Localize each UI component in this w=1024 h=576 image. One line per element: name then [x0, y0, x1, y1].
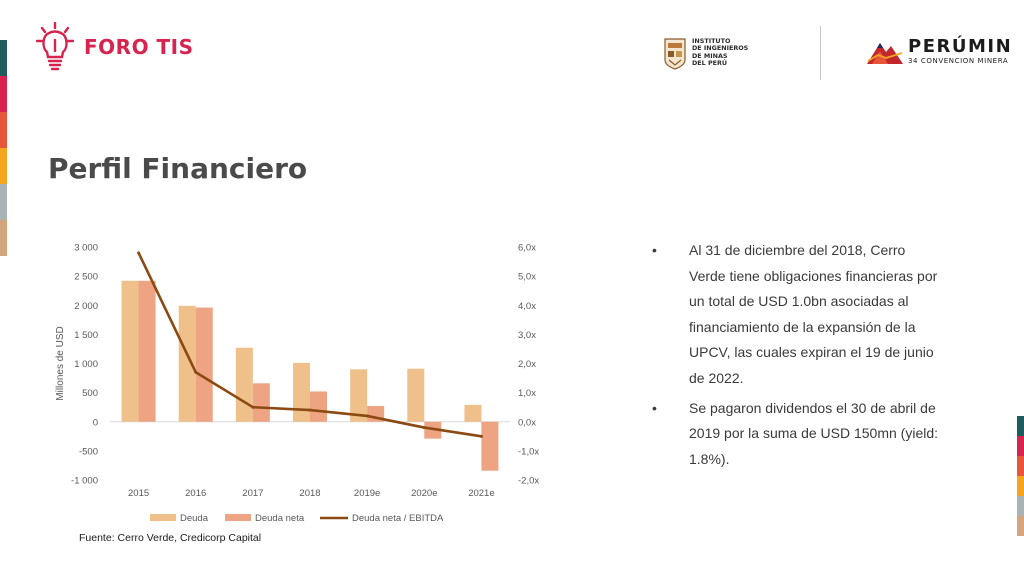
y2-tick-label: -2,0x	[518, 476, 539, 487]
bar-deuda-neta	[424, 421, 442, 439]
y2-tick-label: -1,0x	[518, 446, 539, 457]
line-point	[251, 405, 255, 409]
x-tick-label: 2016	[185, 488, 206, 499]
stripe-segment	[0, 112, 7, 148]
perumin-logo: PERÚMIN 34 CONVENCION MINERA	[866, 38, 1012, 65]
y-tick-label: -500	[79, 446, 98, 457]
legend-label-deuda-neta: Deuda neta	[255, 513, 305, 524]
bar-deuda-neta	[138, 280, 156, 422]
bar-deuda	[235, 347, 253, 422]
brand-name: FORO TIS	[84, 35, 194, 59]
bar-deuda	[178, 305, 196, 422]
x-tick-label: 2015	[128, 488, 149, 499]
x-tick-label: 2020e	[411, 488, 437, 499]
stripe-segment	[0, 40, 7, 76]
bar-deuda	[293, 362, 310, 422]
iim-crest-icon	[664, 38, 686, 70]
stripe-segment	[1017, 476, 1024, 496]
bar-deuda-neta	[481, 421, 499, 471]
iim-name-line: DEL PERÚ	[692, 59, 728, 68]
stripe-segment	[0, 148, 7, 184]
iim-logo: INSTITUTO DE INGENIEROS DE MINAS DEL PERÚ	[664, 37, 749, 70]
iim-name-line: INSTITUTO	[692, 37, 731, 45]
x-tick-label: 2021e	[468, 488, 494, 499]
y-tick-label: 0	[93, 417, 98, 428]
legend-label-deuda: Deuda	[180, 513, 209, 524]
iim-name: INSTITUTO DE INGENIEROS DE MINAS DEL PERÚ	[692, 37, 749, 68]
stripe-segment	[1017, 416, 1024, 436]
y2-tick-label: 2,0x	[518, 359, 536, 370]
bullet-dot: •	[652, 242, 657, 258]
y2-tick-label: 1,0x	[518, 388, 536, 399]
x-tick-label: 2019e	[354, 488, 380, 499]
mountain-icon	[867, 42, 903, 64]
x-tick-label: 2017	[242, 488, 263, 499]
bar-deuda-neta	[195, 307, 213, 422]
stripe-segment	[1017, 496, 1024, 516]
bullet-item: • Al 31 de diciembre del 2018, Cerro Verd…	[652, 238, 942, 392]
bar-deuda	[464, 404, 482, 422]
legend-swatch-deuda-neta	[225, 514, 251, 521]
line-point	[194, 370, 198, 374]
y-tick-label: 3 000	[74, 243, 98, 254]
bar-deuda	[121, 280, 139, 422]
line-point	[365, 414, 369, 418]
bullet-item: • Se pagaron dividendos el 30 de abril de…	[652, 396, 942, 473]
bar-deuda-neta	[252, 383, 270, 422]
bar-deuda-neta	[310, 391, 327, 422]
stripe-segment	[0, 76, 7, 112]
bullet-list: • Al 31 de diciembre del 2018, Cerro Verd…	[652, 238, 942, 476]
bullet-dot: •	[652, 399, 657, 416]
y2-tick-label: 4,0x	[518, 301, 536, 312]
y-tick-label: 500	[82, 388, 98, 399]
financial-chart: 3 000 2 500 2 000 1 500 1 000 500 0 -500 -1 000 6…	[55, 243, 539, 525]
y2-tick-label: 3,0x	[518, 330, 536, 341]
stripe-segment	[0, 184, 7, 220]
stripe-segment	[1017, 456, 1024, 476]
y2-tick-label: 6,0x	[518, 243, 536, 254]
logo-divider	[820, 26, 821, 80]
y-tick-label: 2 500	[74, 272, 98, 283]
iim-name-line: DE INGENIEROS	[692, 44, 749, 53]
line-point	[137, 251, 141, 255]
perumin-name: PERÚMIN	[908, 36, 1013, 57]
y-axis-label: Millones de USD	[55, 326, 66, 400]
foro-tis-logo: FORO TIS	[36, 22, 194, 72]
y-tick-label: 1 500	[74, 330, 98, 341]
legend-swatch-deuda	[150, 514, 176, 521]
page-title: Perfil Financiero	[48, 152, 308, 185]
bullet-text: Al 31 de diciembre del 2018, Cerro Verde…	[689, 242, 938, 386]
y-tick-label: 1 000	[74, 359, 98, 370]
perumin-subtitle: 34 CONVENCION MINERA	[908, 57, 1009, 65]
line-point	[308, 408, 312, 412]
legend-label-ratio: Deuda neta / EBITDA	[352, 513, 444, 524]
stripe-segment	[1017, 436, 1024, 456]
y2-tick-label: 5,0x	[518, 272, 536, 283]
line-point	[479, 434, 483, 438]
stripe-segment	[0, 220, 7, 256]
y2-tick-label: 0,0x	[518, 417, 536, 428]
bar-deuda	[350, 369, 368, 422]
bar-deuda	[407, 368, 425, 422]
stripe-segment	[1017, 516, 1024, 536]
lightbulb-icon	[36, 22, 74, 71]
line-point	[422, 426, 426, 430]
y-tick-label: -1 000	[71, 476, 98, 487]
y-tick-label: 2 000	[74, 301, 98, 312]
iim-name-line: DE MINAS	[692, 51, 728, 60]
x-tick-label: 2018	[299, 488, 320, 499]
bullet-text: Se pagaron dividendos el 30 de abril de …	[689, 399, 939, 467]
source-note: Fuente: Cerro Verde, Credicorp Capital	[79, 532, 262, 544]
